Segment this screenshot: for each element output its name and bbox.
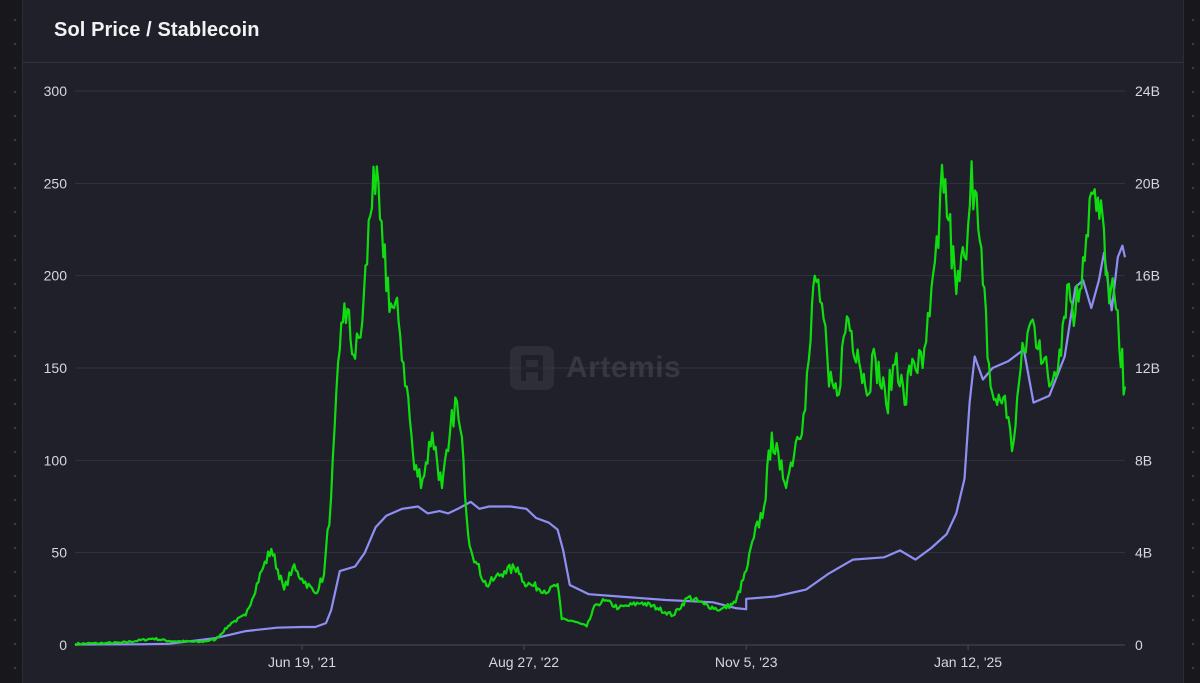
y-right-tick-label: 24B — [1135, 83, 1160, 99]
y-axis-right: 0 4B 8B 12B 16B 20B 24B — [1135, 83, 1160, 653]
y-right-tick-label: 8B — [1135, 452, 1152, 468]
y-right-tick-label: 16B — [1135, 268, 1160, 284]
y-left-tick-label: 100 — [44, 452, 68, 468]
watermark-text: Artemis — [566, 351, 682, 384]
y-right-tick-label: 0 — [1135, 637, 1143, 653]
series-line-stablecoin — [74, 244, 1127, 646]
y-left-tick-label: 0 — [59, 637, 67, 653]
card-header: Sol Price / Stablecoin — [23, 0, 1183, 63]
series-line-sol-price — [74, 160, 1127, 647]
artemis-logo-icon — [510, 346, 554, 390]
x-tick-label: Nov 5, '23 — [715, 654, 778, 670]
y-axis-left: 0 50 100 150 200 250 300 — [44, 83, 68, 653]
x-tick-label: Aug 27, '22 — [489, 654, 560, 670]
y-right-tick-label: 12B — [1135, 360, 1160, 376]
watermark: Artemis — [510, 346, 681, 390]
y-right-tick-label: 4B — [1135, 545, 1152, 561]
series-group — [74, 160, 1127, 647]
y-right-tick-label: 20B — [1135, 175, 1160, 191]
y-left-tick-label: 250 — [44, 175, 68, 191]
y-left-tick-label: 150 — [44, 360, 68, 376]
x-axis: Jun 19, '21 Aug 27, '22 Nov 5, '23 Jan 12, … — [268, 645, 1002, 670]
gridlines — [75, 90, 1125, 646]
y-left-tick-label: 50 — [51, 545, 67, 561]
chart-title: Sol Price / Stablecoin — [54, 19, 260, 41]
line-chart: 0 50 100 150 200 250 300 0 4B 8B 12B 16B 20B 24B Jun… — [44, 83, 1160, 670]
x-tick-label: Jun 19, '21 — [268, 654, 336, 670]
y-left-tick-label: 200 — [44, 268, 68, 284]
left-edge-decoration — [0, 0, 22, 683]
y-left-tick-label: 300 — [44, 83, 68, 99]
x-tick-label: Jan 12, '25 — [934, 654, 1002, 670]
chart-card: Sol Price / Stablecoin 0 50 100 150 200 250 30… — [22, 0, 1184, 683]
